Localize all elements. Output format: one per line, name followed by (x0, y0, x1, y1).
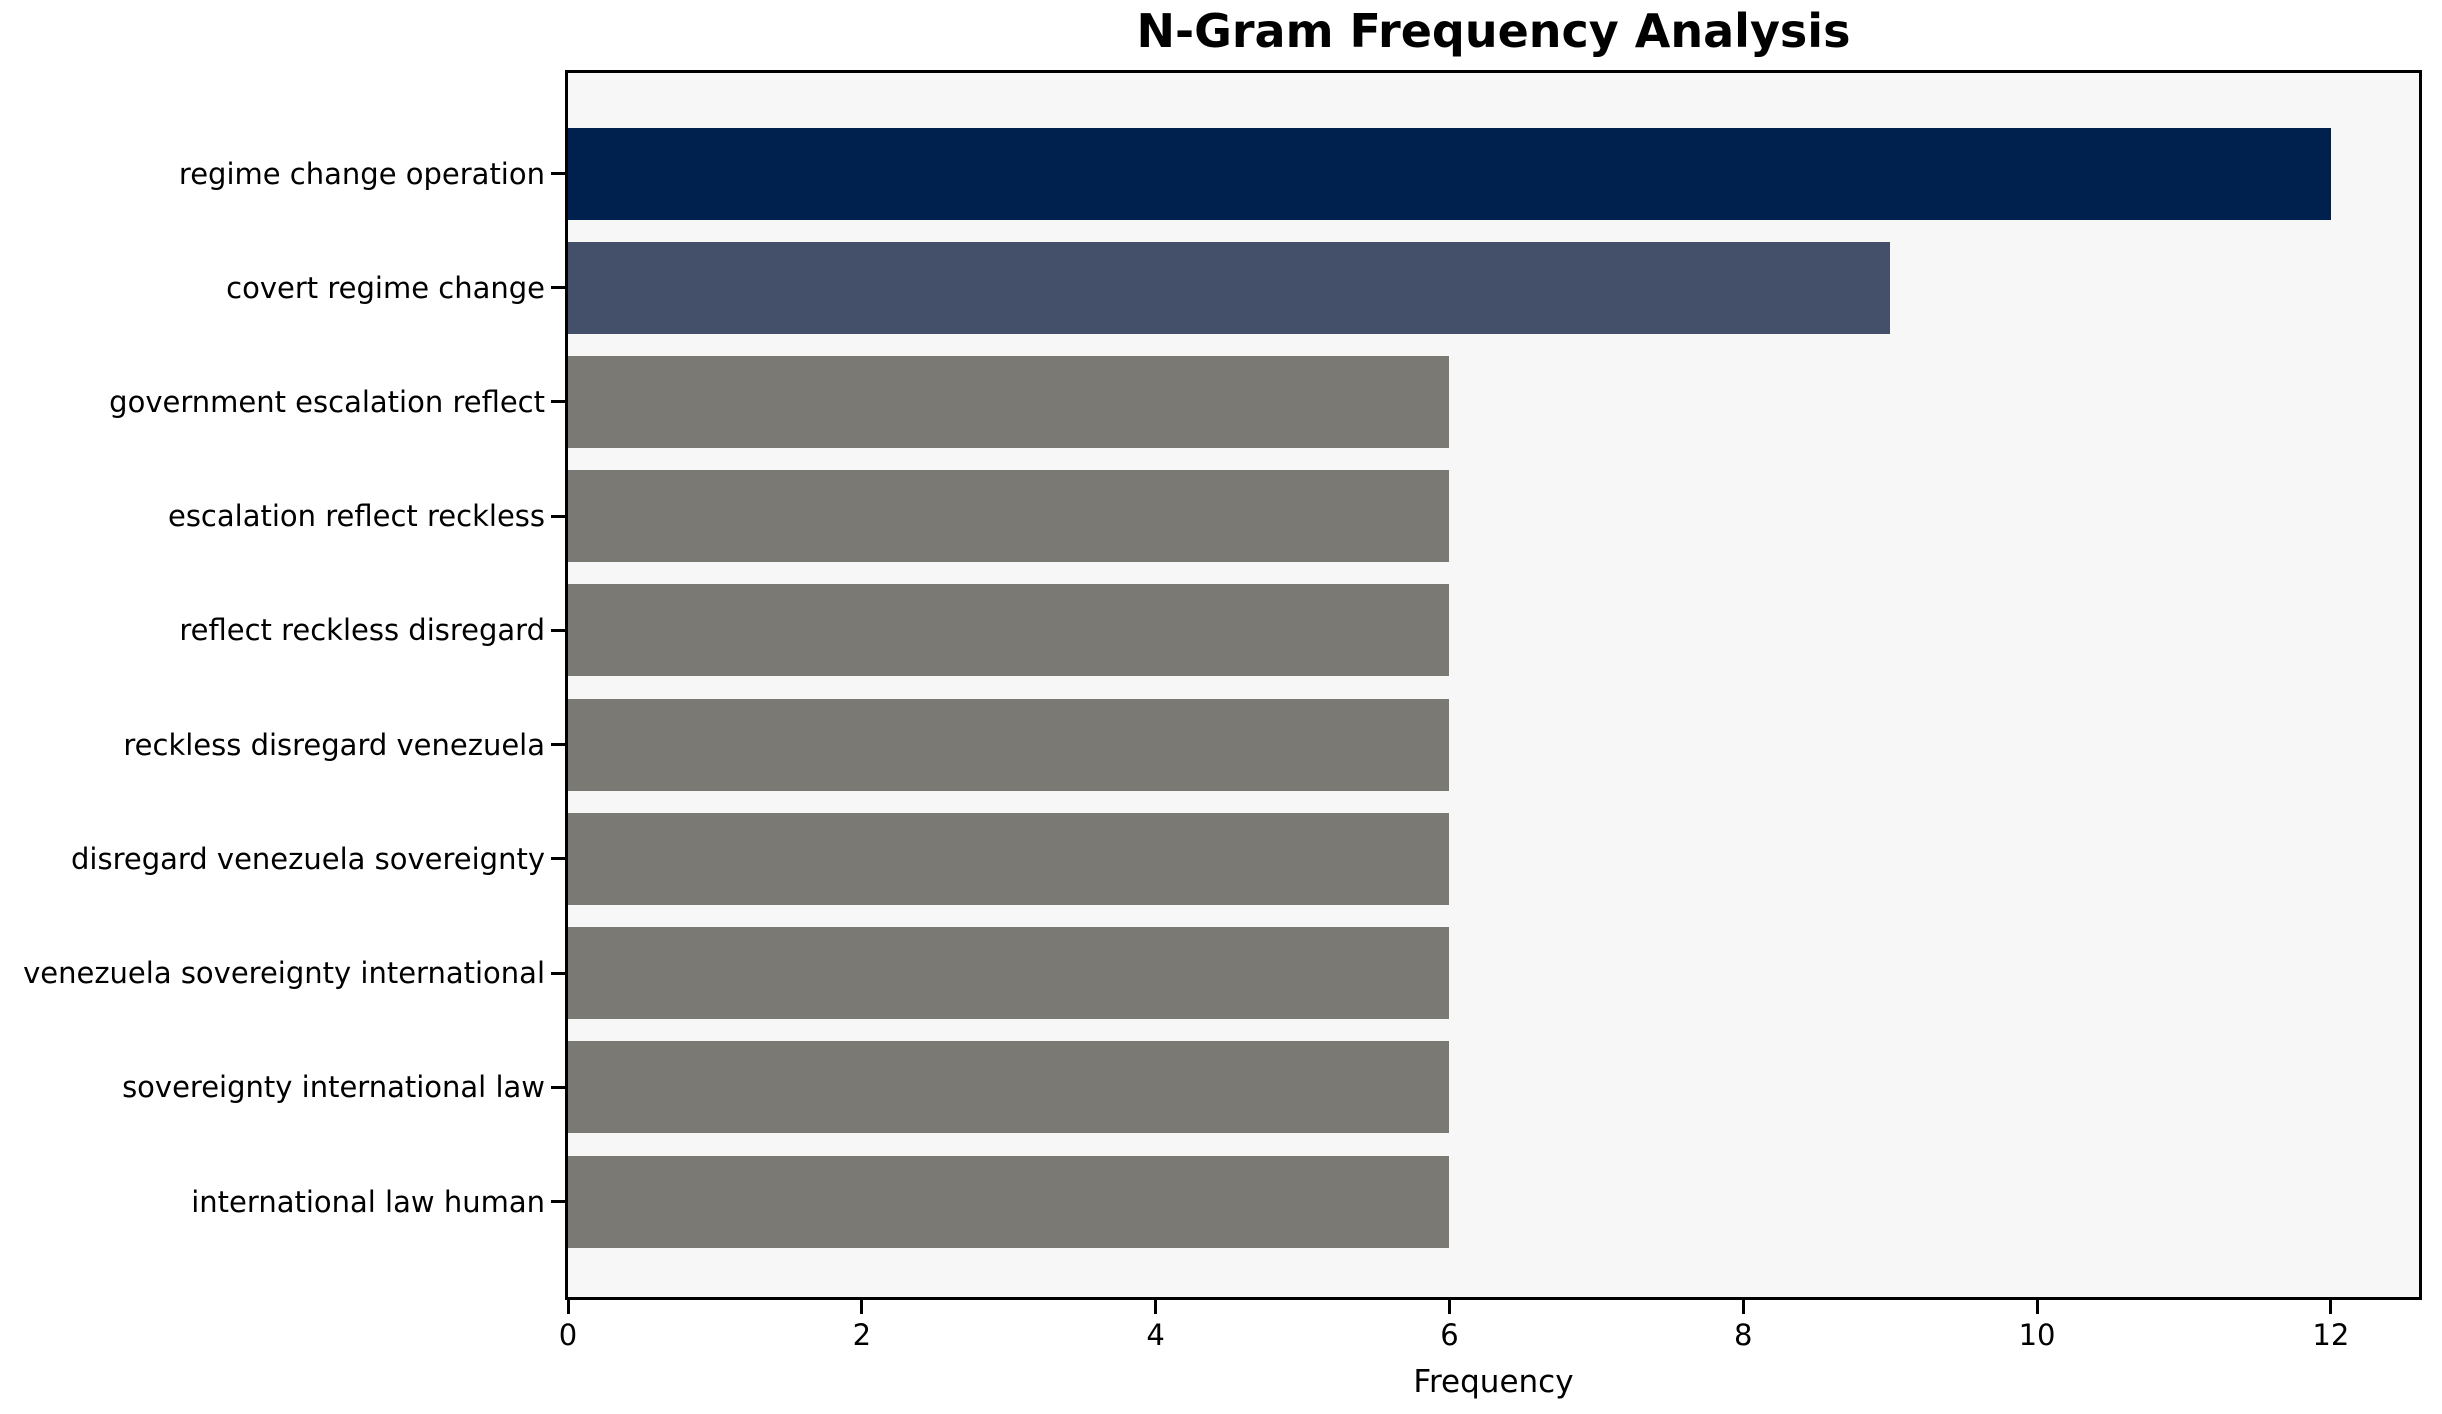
x-tick-mark (566, 1300, 570, 1314)
bar-disregard-venezuela-sovereignty (568, 812, 1450, 905)
y-tick-label: disregard venezuela sovereignty (71, 841, 545, 876)
y-tick-mark (551, 971, 565, 975)
bar-sovereignty-international-law (568, 1041, 1450, 1134)
bar-covert-regime-change (568, 241, 1891, 334)
x-tick-label: 4 (1146, 1318, 1165, 1352)
x-tick-mark (1741, 1300, 1745, 1314)
x-tick-label: 6 (1440, 1318, 1459, 1352)
bar-regime-change-operation (568, 127, 2331, 220)
x-tick-label: 10 (2018, 1318, 2056, 1352)
bar-venezuela-sovereignty-international (568, 927, 1450, 1020)
y-tick-label: reflect reckless disregard (179, 613, 545, 648)
y-tick-label: venezuela sovereignty international (23, 956, 545, 991)
y-tick-mark (551, 857, 565, 861)
y-tick-label: regime change operation (178, 156, 545, 191)
x-tick-mark (2329, 1300, 2333, 1314)
y-tick-mark (551, 514, 565, 518)
y-tick-mark (551, 172, 565, 175)
y-tick-label: covert regime change (226, 270, 545, 305)
x-tick-label: 0 (558, 1318, 578, 1352)
y-tick-mark (551, 628, 565, 632)
y-tick-mark (551, 1085, 565, 1089)
y-tick-label: escalation reflect reckless (167, 499, 545, 534)
bar-reckless-disregard-venezuela (568, 698, 1450, 791)
x-tick-mark (2035, 1300, 2039, 1314)
y-tick-mark (551, 743, 565, 747)
y-tick-mark (551, 1200, 565, 1204)
y-tick-label: international law human (191, 1184, 545, 1219)
x-tick-label: 12 (2312, 1318, 2350, 1352)
x-tick-label: 8 (1734, 1318, 1753, 1352)
x-axis-title: Frequency (1413, 1364, 1574, 1400)
y-tick-label: reckless disregard venezuela (123, 727, 545, 762)
x-tick-mark (860, 1300, 864, 1314)
bar-international-law-human (568, 1155, 1450, 1248)
chart-title: N-Gram Frequency Analysis (1136, 4, 1851, 58)
y-tick-mark (551, 400, 565, 404)
y-tick-mark (551, 286, 565, 290)
x-tick-mark (1154, 1300, 1158, 1314)
x-tick-label: 2 (852, 1318, 872, 1352)
plot-area (565, 70, 2422, 1300)
bar-reflect-reckless-disregard (568, 584, 1450, 677)
x-tick-mark (1447, 1300, 1451, 1314)
bar-government-escalation-reflect (568, 355, 1450, 448)
bar-escalation-reflect-reckless (568, 470, 1450, 563)
y-tick-label: government escalation reflect (109, 384, 545, 419)
y-tick-label: sovereignty international law (122, 1070, 545, 1105)
